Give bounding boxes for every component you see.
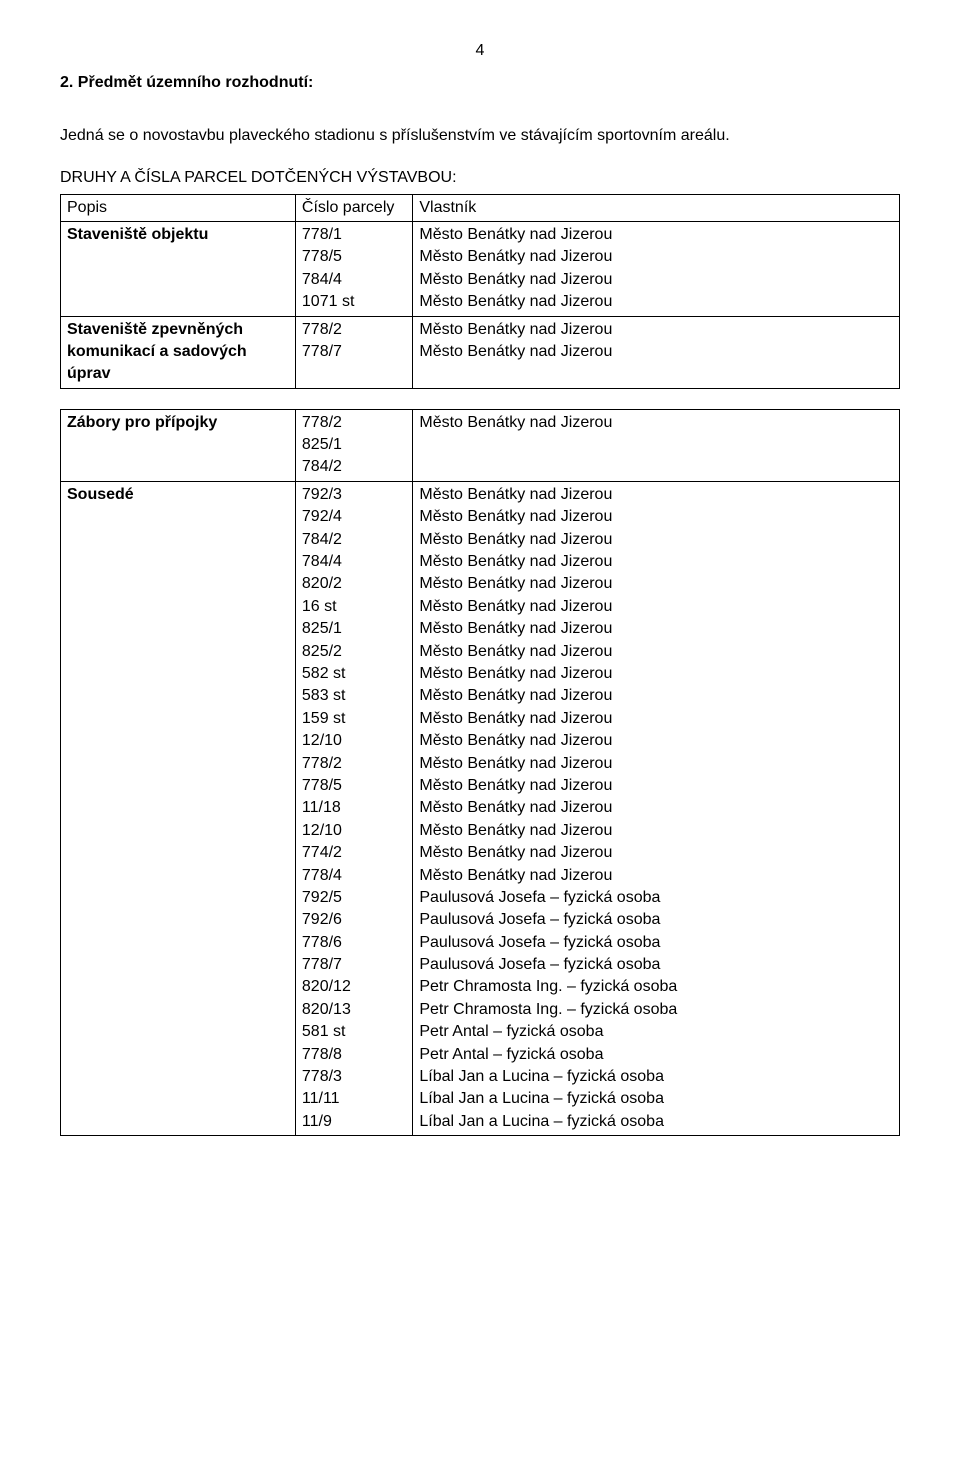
- table-row: Staveniště objektu 778/1778/5784/41071 s…: [61, 221, 900, 316]
- table-row: Staveniště zpevněných komunikací a sadov…: [61, 316, 900, 388]
- row-owners: Město Benátky nad Jizerou: [413, 409, 900, 481]
- row-desc: Staveniště zpevněných komunikací a sadov…: [61, 316, 296, 388]
- page-number: 4: [60, 40, 900, 62]
- row-desc: Staveniště objektu: [61, 221, 296, 316]
- row-desc: Zábory pro přípojky: [61, 409, 296, 481]
- table-header-row: Popis Číslo parcely Vlastník: [61, 194, 900, 221]
- table-title: DRUHY A ČÍSLA PARCEL DOTČENÝCH VÝSTAVBOU…: [60, 167, 900, 189]
- section-heading: 2. Předmět územního rozhodnutí:: [60, 72, 900, 94]
- row-desc: Sousedé: [61, 481, 296, 1135]
- header-vlastnik: Vlastník: [413, 194, 900, 221]
- row-parcels: 778/2778/7: [295, 316, 412, 388]
- row-parcels: 778/1778/5784/41071 st: [295, 221, 412, 316]
- row-owners: Město Benátky nad JizerouMěsto Benátky n…: [413, 221, 900, 316]
- row-parcels: 778/2825/1784/2: [295, 409, 412, 481]
- row-owners: Město Benátky nad JizerouMěsto Benátky n…: [413, 481, 900, 1135]
- row-parcels: 792/3792/4784/2784/4820/216 st825/1825/2…: [295, 481, 412, 1135]
- table-row: Zábory pro přípojky 778/2825/1784/2 Měst…: [61, 409, 900, 481]
- header-popis: Popis: [61, 194, 296, 221]
- parcels-table-1: Popis Číslo parcely Vlastník Staveniště …: [60, 194, 900, 389]
- header-cislo: Číslo parcely: [295, 194, 412, 221]
- table-row: Sousedé 792/3792/4784/2784/4820/216 st82…: [61, 481, 900, 1135]
- row-owners: Město Benátky nad JizerouMěsto Benátky n…: [413, 316, 900, 388]
- intro-paragraph: Jedná se o novostavbu plaveckého stadion…: [60, 125, 900, 147]
- parcels-table-2: Zábory pro přípojky 778/2825/1784/2 Měst…: [60, 409, 900, 1137]
